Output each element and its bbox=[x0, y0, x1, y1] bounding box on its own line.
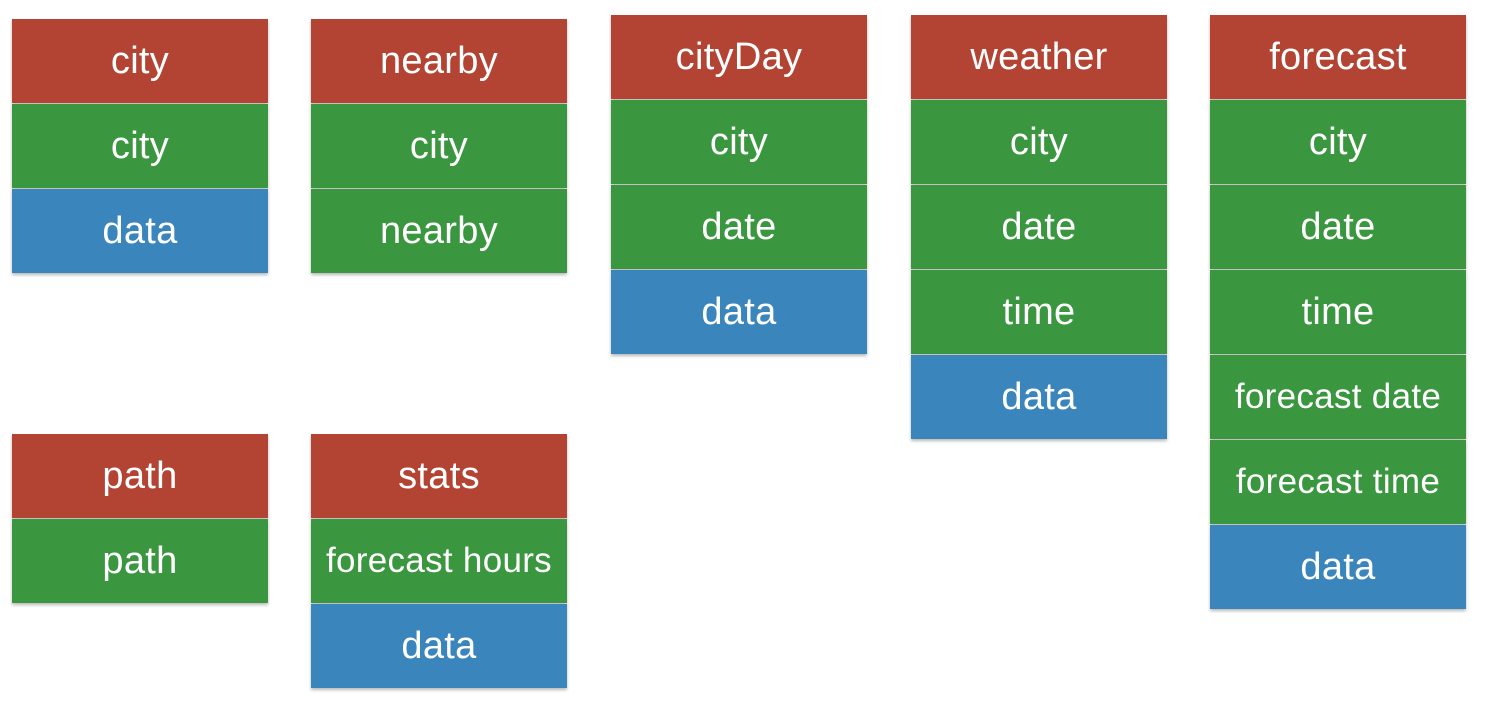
key-field: nearby bbox=[311, 189, 567, 273]
key-field: forecast time bbox=[1210, 440, 1466, 524]
table-header-path: path bbox=[12, 434, 268, 518]
table-header-nearby: nearby bbox=[311, 19, 567, 103]
key-field: forecast date bbox=[1210, 355, 1466, 439]
data-field: data bbox=[1210, 525, 1466, 609]
key-field: city bbox=[1210, 100, 1466, 184]
key-field: city bbox=[12, 104, 268, 188]
table-stats: stats forecast hours data bbox=[311, 434, 567, 689]
table-weather: weather city date time data bbox=[911, 15, 1167, 440]
key-field: date bbox=[611, 185, 867, 269]
key-field: path bbox=[12, 519, 268, 603]
data-field: data bbox=[911, 355, 1167, 439]
key-field: time bbox=[1210, 270, 1466, 354]
data-field: data bbox=[611, 270, 867, 354]
table-header-stats: stats bbox=[311, 434, 567, 518]
data-field: data bbox=[12, 189, 268, 273]
table-path: path path bbox=[12, 434, 268, 604]
key-field: city bbox=[611, 100, 867, 184]
key-field: city bbox=[311, 104, 567, 188]
key-field: time bbox=[911, 270, 1167, 354]
table-header-cityday: cityDay bbox=[611, 15, 867, 99]
table-nearby: nearby city nearby bbox=[311, 19, 567, 274]
key-field: date bbox=[911, 185, 1167, 269]
key-field: date bbox=[1210, 185, 1466, 269]
table-cityday: cityDay city date data bbox=[611, 15, 867, 355]
data-field: data bbox=[311, 604, 567, 688]
table-forecast: forecast city date time forecast date fo… bbox=[1210, 15, 1466, 610]
key-field: city bbox=[911, 100, 1167, 184]
table-city: city city data bbox=[12, 19, 268, 274]
key-field: forecast hours bbox=[311, 519, 567, 603]
table-header-weather: weather bbox=[911, 15, 1167, 99]
table-header-forecast: forecast bbox=[1210, 15, 1466, 99]
table-header-city: city bbox=[12, 19, 268, 103]
